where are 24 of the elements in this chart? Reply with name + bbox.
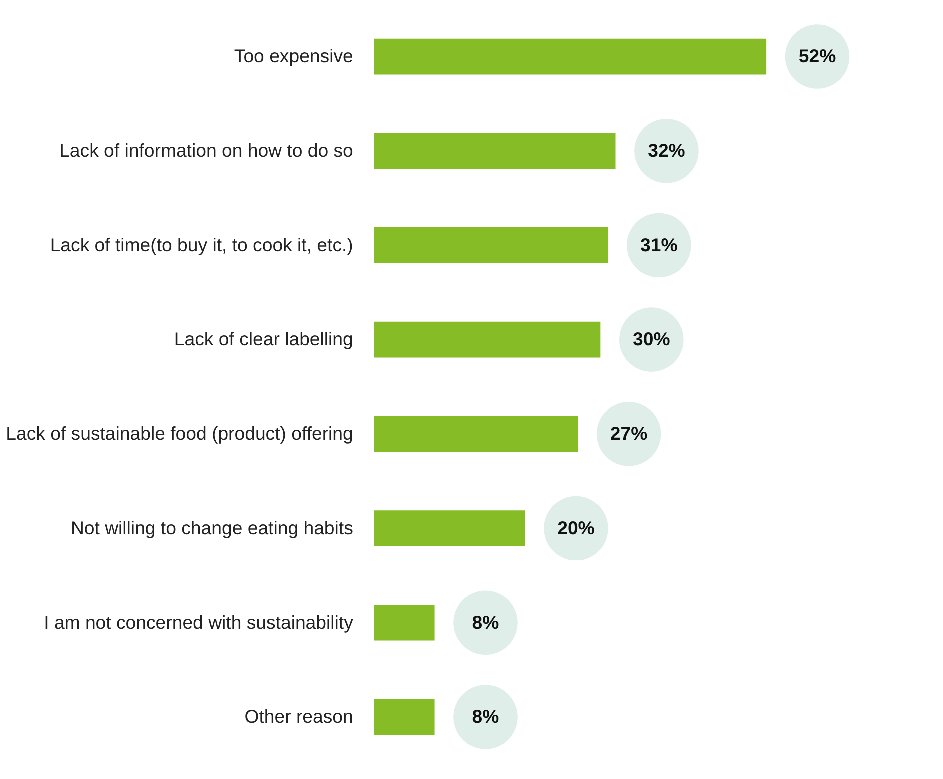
data-label: 20% [558, 517, 596, 538]
bar [374, 510, 526, 546]
data-label: 8% [472, 612, 500, 633]
bar [374, 133, 616, 170]
bar [374, 228, 608, 264]
data-label: 8% [472, 706, 500, 728]
data-label: 27% [610, 423, 648, 444]
y-tick-label: Lack of information on how to do so [60, 140, 354, 162]
data-label: 32% [648, 140, 686, 162]
data-label: 30% [633, 328, 671, 350]
bar [374, 699, 435, 736]
y-tick-label: Lack of sustainable food (product) offering [6, 423, 354, 444]
y-tick-label: Lack of clear labelling [174, 328, 354, 350]
y-tick-label: Other reason [244, 706, 354, 728]
data-label: 52% [798, 46, 837, 67]
bar [374, 38, 767, 75]
y-tick-label: I am not concerned with sustainability [44, 612, 354, 633]
y-tick-label: Lack of time(to buy it, to cook it, etc.) [50, 234, 354, 256]
data-label: 31% [640, 234, 678, 256]
bar [374, 416, 578, 452]
bar [374, 322, 601, 358]
bar [374, 604, 435, 641]
y-tick-label: Too expensive [234, 46, 354, 67]
y-tick-label: Not willing to change eating habits [70, 517, 354, 538]
